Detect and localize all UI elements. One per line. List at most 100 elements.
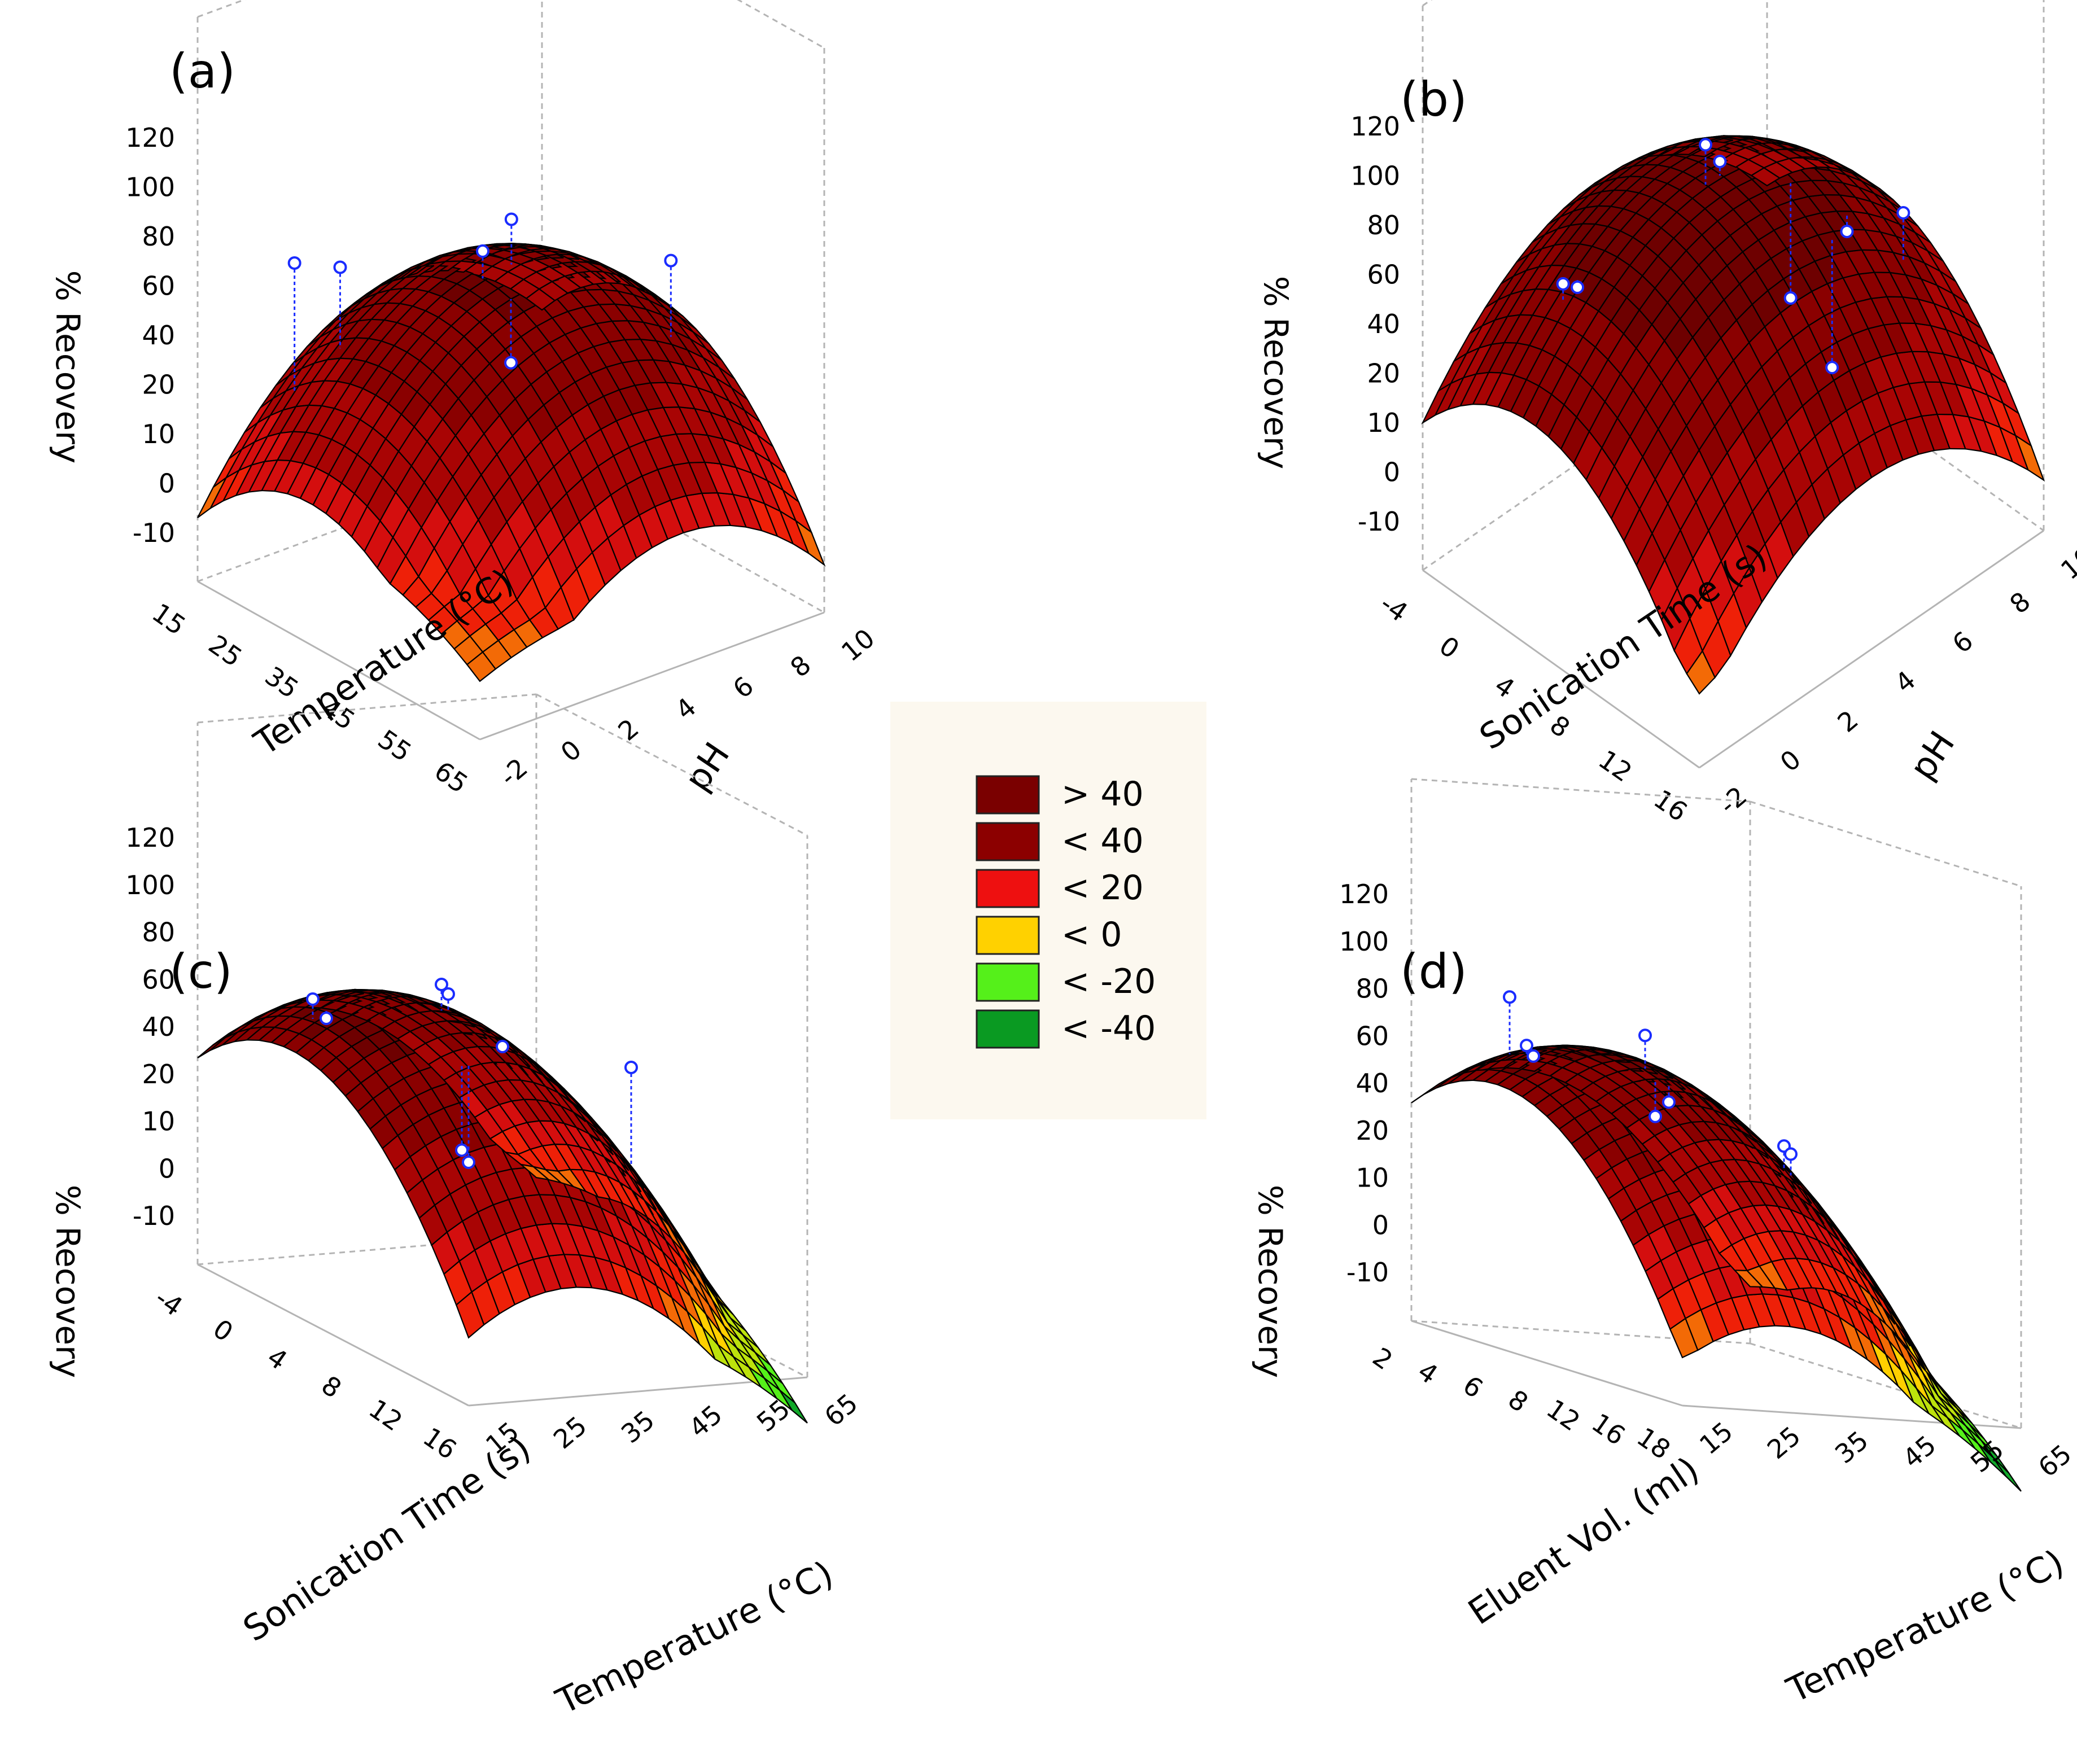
data-point [320, 1012, 333, 1025]
panel-label: (b) [1400, 72, 1467, 127]
z-tick-label: 40 [1355, 1068, 1389, 1098]
z-tick-label: 120 [1350, 111, 1400, 142]
x-tick-label: 55 [373, 724, 417, 768]
y-tick-label: 6 [727, 671, 759, 704]
data-point [1896, 206, 1910, 220]
data-point [1638, 1028, 1652, 1043]
y-tick-label: 35 [1829, 1425, 1874, 1469]
z-tick-label: 80 [1367, 210, 1400, 240]
z-axis-title: % Recovery [49, 1185, 87, 1378]
frame-line [197, 580, 480, 741]
z-tick-label: 0 [1372, 1210, 1389, 1240]
observed-points [1556, 138, 1910, 375]
data-point [1503, 990, 1516, 1004]
y-tick-label: 45 [1897, 1429, 1942, 1474]
legend-label: > 40 [1061, 774, 1144, 814]
data-point [1784, 1147, 1798, 1161]
x-tick-label: 8 [316, 1369, 347, 1404]
legend-swatch [976, 822, 1040, 861]
y-tick-label: 45 [683, 1399, 728, 1443]
y-tick-label: 25 [548, 1410, 593, 1455]
frame-line [1422, 0, 1433, 7]
z-tick-label: 0 [159, 469, 175, 499]
x-tick-label: -4 [1375, 588, 1414, 628]
z-tick-label: 80 [142, 221, 175, 252]
frame-line [468, 1376, 808, 1407]
data-point [476, 244, 489, 258]
y-tick-label: 8 [2004, 586, 2036, 620]
data-point [1825, 361, 1839, 375]
surface-mesh [197, 988, 808, 1424]
z-tick-label: 20 [1355, 1115, 1389, 1146]
frame-line [737, 0, 825, 49]
x-tick-label: 4 [1413, 1355, 1444, 1390]
z-tick-label: 120 [125, 122, 175, 153]
z-tick-label: 10 [1355, 1163, 1389, 1193]
z-tick-label: 10 [142, 1106, 175, 1137]
x-tick-label: 6 [1458, 1369, 1489, 1404]
y-tick-label: 2 [1831, 704, 1864, 738]
legend-swatch [976, 1009, 1040, 1049]
z-tick-label: 60 [142, 271, 175, 301]
z-tick-label: 40 [1367, 309, 1400, 339]
z-axis-title: % Recovery [1257, 276, 1295, 469]
y-tick-label: 10 [836, 623, 881, 667]
frame-line [479, 611, 825, 741]
surface-cell [197, 477, 227, 518]
y-axis-title: pH [1901, 724, 1963, 787]
observed-points [287, 212, 678, 393]
frame-line [197, 0, 246, 18]
y-tick-label: 65 [819, 1387, 864, 1432]
surface-cell [1421, 382, 1453, 424]
x-tick-label: -4 [150, 1282, 189, 1323]
z-tick-label: 40 [142, 1012, 175, 1042]
observed-points [1503, 990, 1798, 1176]
z-axis-title: % Recovery [1251, 1185, 1289, 1378]
data-point [1527, 1049, 1540, 1063]
z-tick-label: 20 [142, 1059, 175, 1089]
y-tick-label: 25 [1761, 1420, 1807, 1465]
legend-items: > 40 < 40 < 20 < 0 < -20 < -40 [976, 774, 1156, 1049]
x-tick-label: 16 [1649, 783, 1693, 828]
z-tick-label: 20 [142, 370, 175, 400]
z-axis-title: % Recovery [49, 270, 87, 463]
data-point [624, 1061, 638, 1074]
data-point [306, 992, 320, 1006]
z-tick-label: 10 [1367, 408, 1400, 438]
x-tick-label: 2 [1367, 1341, 1398, 1376]
z-tick-label: 120 [1339, 879, 1389, 909]
x-axis-title: Eluent Vol. (ml) [1461, 1448, 1707, 1632]
data-point [1556, 277, 1570, 291]
x-tick-label: 25 [203, 629, 248, 673]
legend-label: < -20 [1061, 962, 1156, 1001]
x-tick-label: 8 [1503, 1384, 1534, 1418]
frame-line [1750, 1342, 2022, 1429]
z-tick-label: 40 [142, 320, 175, 351]
panel-label: (d) [1400, 944, 1467, 999]
frame-line [197, 1263, 469, 1407]
z-tick-label: 60 [142, 964, 175, 995]
z-tick-label: 60 [1355, 1021, 1389, 1051]
z-tick-label: 100 [125, 870, 175, 900]
legend-label: < 0 [1061, 915, 1122, 955]
frame-line [1411, 1320, 1683, 1407]
data-point [1571, 280, 1585, 294]
y-tick-label: 15 [1694, 1416, 1739, 1460]
legend-label: < -40 [1061, 1009, 1156, 1048]
panel-label: (a) [169, 43, 235, 99]
surface-mesh [1421, 135, 2045, 695]
frame-line [1411, 778, 1751, 803]
frame-line [1750, 800, 2022, 887]
z-tick-label: 120 [125, 822, 175, 853]
z-tick-label: 20 [1367, 358, 1400, 389]
z-tick-label: 0 [159, 1153, 175, 1184]
x-tick-label: 65 [429, 755, 474, 799]
y-tick-label: 8 [784, 649, 816, 683]
y-tick-label: 35 [615, 1404, 661, 1449]
z-tick-label: -10 [133, 1201, 175, 1231]
data-point [1699, 138, 1712, 152]
x-tick-label: 16 [418, 1421, 462, 1465]
